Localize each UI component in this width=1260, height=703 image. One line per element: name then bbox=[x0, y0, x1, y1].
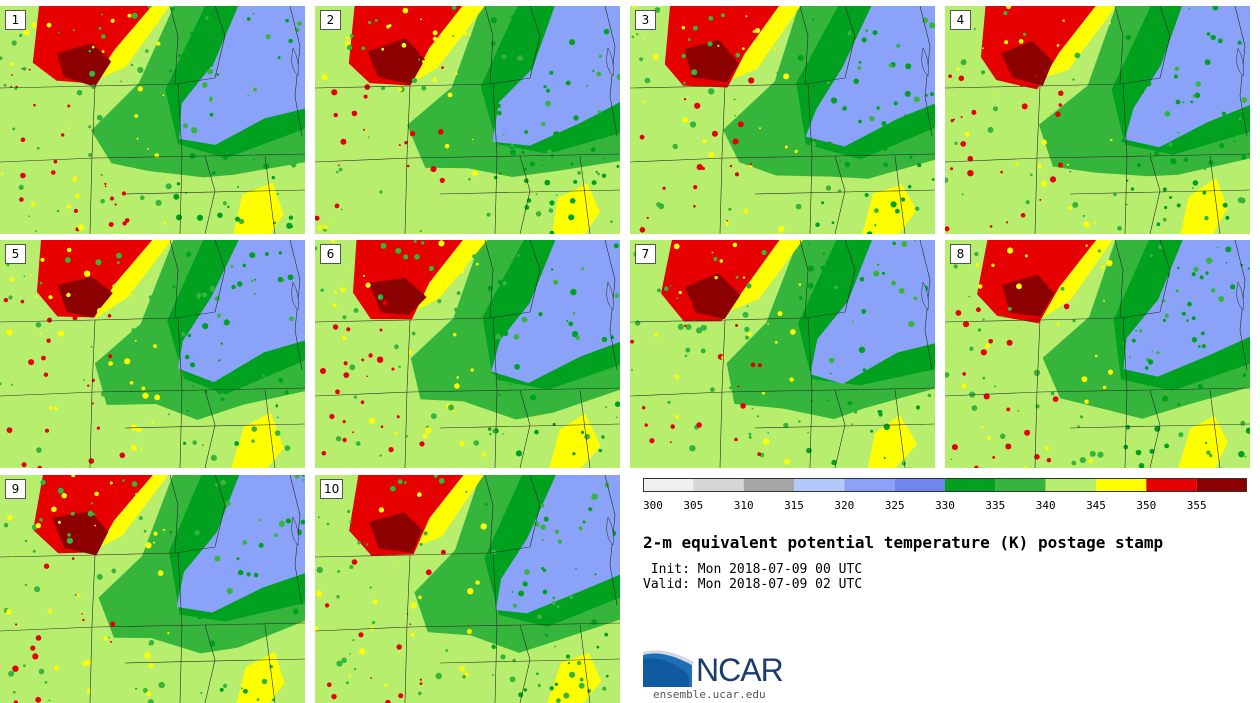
colorbar-swatch bbox=[643, 478, 694, 492]
member-number-label: 8 bbox=[950, 244, 971, 264]
member-panel: 3 bbox=[630, 6, 935, 234]
colorbar-tick-label: 340 bbox=[1036, 499, 1056, 512]
colorbar-swatch bbox=[1196, 478, 1247, 492]
member-number-label: 9 bbox=[5, 479, 26, 499]
member-panel: 1 bbox=[0, 6, 305, 234]
colorbar-tick-label: 310 bbox=[734, 499, 754, 512]
colorbar-swatch bbox=[693, 478, 744, 492]
colorbar-tick-label: 315 bbox=[784, 499, 804, 512]
member-panel: 6 bbox=[315, 240, 620, 468]
member-number-label: 7 bbox=[635, 244, 656, 264]
member-panel: 9 bbox=[0, 475, 305, 703]
member-panel: 5 bbox=[0, 240, 305, 468]
member-panel: 10 bbox=[315, 475, 620, 703]
ncar-logo-text: NCAR bbox=[696, 652, 784, 688]
theta-e-map bbox=[945, 6, 1250, 234]
colorbar-tick-label: 305 bbox=[683, 499, 703, 512]
member-panel: 7 bbox=[630, 240, 935, 468]
theta-e-map bbox=[0, 240, 305, 468]
colorbar-swatch bbox=[794, 478, 845, 492]
theta-e-map bbox=[630, 6, 935, 234]
ncar-logo-icon bbox=[643, 650, 694, 687]
colorbar-swatch bbox=[1146, 478, 1197, 492]
colorbar: 300 305 310 315 320 325 330 335 340 345 350 355 bbox=[643, 478, 1247, 512]
init-time: Init: Mon 2018-07-09 00 UTC bbox=[643, 562, 863, 577]
colorbar-tick-label: 335 bbox=[985, 499, 1005, 512]
member-number-label: 10 bbox=[320, 479, 344, 499]
colorbar-swatch bbox=[1045, 478, 1096, 492]
member-panel: 4 bbox=[945, 6, 1250, 234]
colorbar-swatch bbox=[995, 478, 1046, 492]
member-panel: 8 bbox=[945, 240, 1250, 468]
theta-e-map bbox=[630, 240, 935, 468]
colorbar-tick-label: 355 bbox=[1187, 499, 1207, 512]
valid-time: Valid: Mon 2018-07-09 02 UTC bbox=[643, 577, 863, 592]
member-number-label: 5 bbox=[5, 244, 26, 264]
theta-e-map bbox=[0, 475, 305, 703]
theta-e-map bbox=[315, 475, 620, 703]
colorbar-swatch bbox=[1096, 478, 1147, 492]
colorbar-tick-label: 320 bbox=[834, 499, 854, 512]
member-number-label: 6 bbox=[320, 244, 341, 264]
member-number-label: 3 bbox=[635, 10, 656, 30]
member-panel: 2 bbox=[315, 6, 620, 234]
colorbar-swatch bbox=[844, 478, 895, 492]
colorbar-tick-label: 350 bbox=[1136, 499, 1156, 512]
member-number-label: 1 bbox=[5, 10, 26, 30]
colorbar-swatch bbox=[945, 478, 996, 492]
theta-e-map bbox=[315, 240, 620, 468]
colorbar-tick-label: 345 bbox=[1086, 499, 1106, 512]
theta-e-map bbox=[315, 6, 620, 234]
theta-e-map bbox=[945, 240, 1250, 468]
member-number-label: 4 bbox=[950, 10, 971, 30]
member-number-label: 2 bbox=[320, 10, 341, 30]
colorbar-tick-label: 325 bbox=[885, 499, 905, 512]
colorbar-tick-label: 330 bbox=[935, 499, 955, 512]
colorbar-tick-label: 300 bbox=[643, 499, 663, 512]
colorbar-swatch bbox=[743, 478, 794, 492]
theta-e-map bbox=[0, 6, 305, 234]
colorbar-swatch bbox=[894, 478, 945, 492]
website-label: ensemble.ucar.edu bbox=[653, 688, 766, 701]
map-title: 2-m equivalent potential temperature (K)… bbox=[643, 533, 1164, 552]
